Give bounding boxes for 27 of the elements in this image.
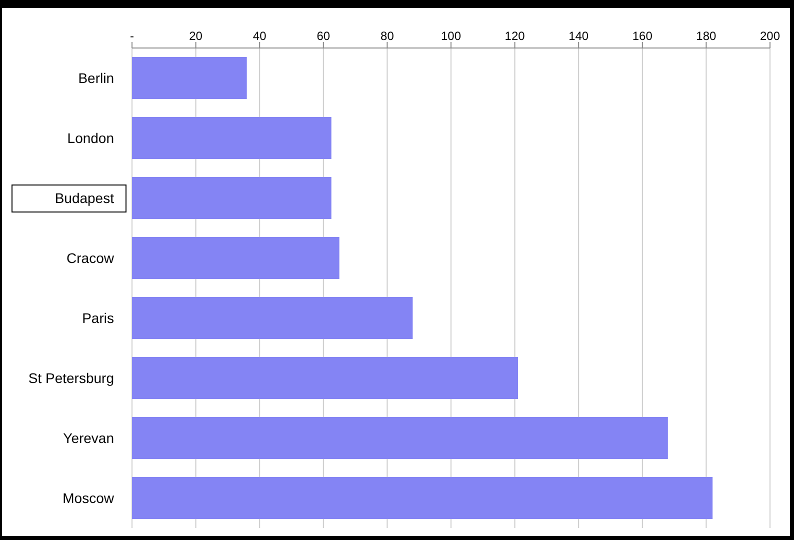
x-tick-label: 160 — [632, 29, 653, 43]
bar — [132, 297, 413, 339]
y-tick-label: St Petersburg — [28, 370, 114, 386]
x-tick-label: 40 — [252, 29, 267, 43]
x-tick-label: 140 — [568, 29, 589, 43]
x-tick-label: 180 — [696, 29, 717, 43]
bar — [132, 477, 713, 519]
bar — [132, 57, 247, 99]
y-tick-label: Berlin — [78, 70, 114, 86]
x-tick-label: 120 — [504, 29, 526, 43]
y-tick-label: Cracow — [66, 250, 115, 266]
x-tick-label: 60 — [316, 29, 330, 43]
x-tick-label: - — [130, 29, 134, 43]
y-tick-label: Yerevan — [63, 430, 114, 446]
x-tick-label: 200 — [760, 29, 780, 43]
x-tick-label: 100 — [440, 29, 462, 43]
y-tick-label: Moscow — [62, 490, 115, 506]
y-tick-label: London — [67, 130, 114, 146]
y-tick-label: Budapest — [54, 190, 114, 206]
y-tick-label: Paris — [82, 310, 114, 326]
x-tick-label: 80 — [380, 29, 394, 43]
bar — [132, 357, 518, 399]
bar — [132, 117, 332, 159]
x-tick-label: 20 — [189, 29, 203, 43]
bar — [132, 177, 332, 219]
bar — [132, 237, 340, 279]
bar — [132, 417, 668, 459]
